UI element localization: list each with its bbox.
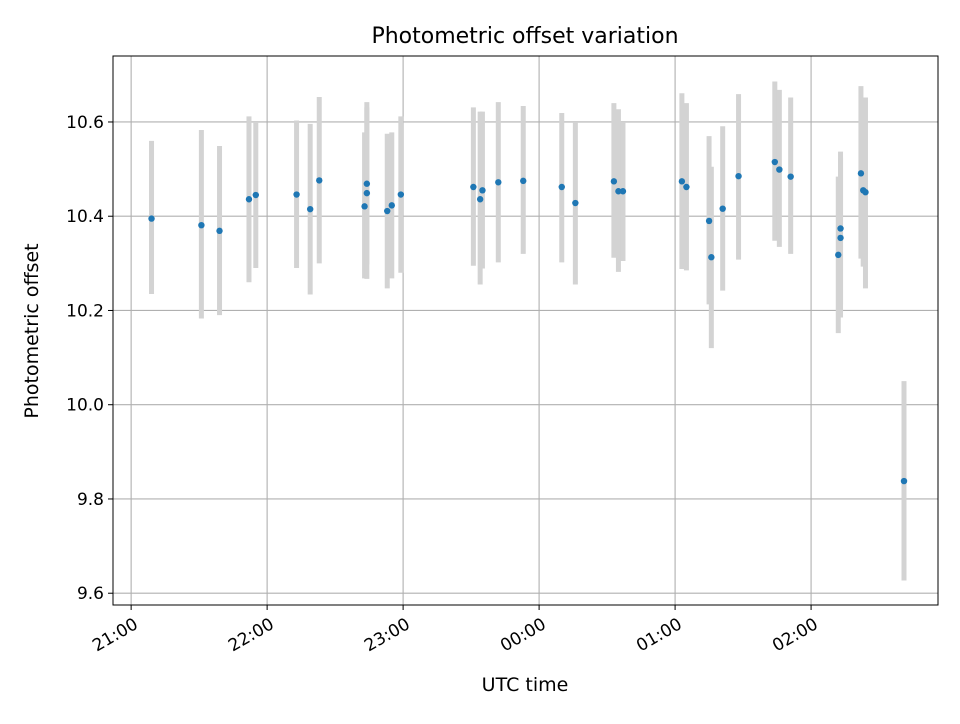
data-point	[495, 179, 502, 186]
y-tick-label: 10.6	[66, 113, 104, 133]
data-point	[306, 205, 314, 213]
y-tick-label: 10.4	[66, 207, 104, 227]
x-axis-label: UTC time	[482, 674, 569, 696]
data-point	[619, 188, 627, 195]
y-axis-ticks: 9.6 9.8 10.0 10.2 10.4 10.6	[66, 113, 113, 604]
data-point	[388, 202, 395, 209]
data-point	[735, 172, 742, 180]
y-tick-label: 9.6	[77, 584, 104, 604]
data-point	[771, 158, 779, 166]
data-point	[479, 187, 486, 194]
data-point	[245, 196, 253, 203]
data-point	[316, 177, 323, 184]
data-point	[397, 191, 405, 198]
data-point	[857, 170, 865, 177]
y-tick-label: 10.0	[66, 396, 104, 416]
data-point	[384, 207, 391, 215]
y-tick-label: 9.8	[77, 490, 104, 510]
data-point	[615, 188, 622, 195]
data-point	[361, 203, 368, 210]
data-point	[900, 477, 908, 485]
data-point	[678, 178, 686, 185]
plot-frame	[112, 55, 939, 606]
data-point	[837, 225, 844, 232]
data-point	[787, 173, 794, 180]
data-point	[719, 205, 726, 212]
data-point	[470, 183, 477, 191]
data-point	[363, 189, 371, 197]
data-point	[837, 234, 844, 242]
data-point	[558, 183, 565, 191]
data-point	[705, 217, 713, 225]
data-point	[363, 180, 371, 187]
data-point	[216, 227, 223, 235]
y-tick-label: 10.2	[66, 301, 104, 321]
data-point	[610, 178, 618, 185]
data-point	[520, 177, 527, 185]
data-point	[198, 221, 205, 229]
data-point	[862, 188, 869, 196]
data-point	[776, 166, 783, 173]
data-point	[708, 254, 715, 261]
y-axis-label: Photometric offset	[21, 243, 43, 418]
data-point	[572, 199, 579, 207]
data-point	[293, 191, 300, 198]
data-points	[148, 158, 908, 485]
data-point	[252, 191, 259, 199]
data-point	[835, 251, 842, 259]
data-point	[476, 196, 484, 203]
data-point	[148, 215, 155, 222]
data-point	[683, 183, 690, 191]
chart-title: Photometric offset variation	[371, 24, 678, 49]
